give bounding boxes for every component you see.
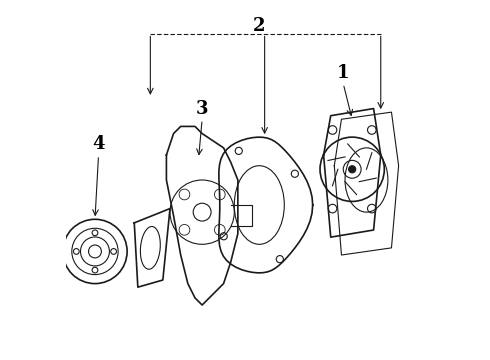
Circle shape <box>348 166 356 173</box>
Text: 3: 3 <box>196 100 208 118</box>
Text: 1: 1 <box>337 64 349 82</box>
Text: 2: 2 <box>253 17 266 35</box>
Text: 4: 4 <box>92 135 105 153</box>
